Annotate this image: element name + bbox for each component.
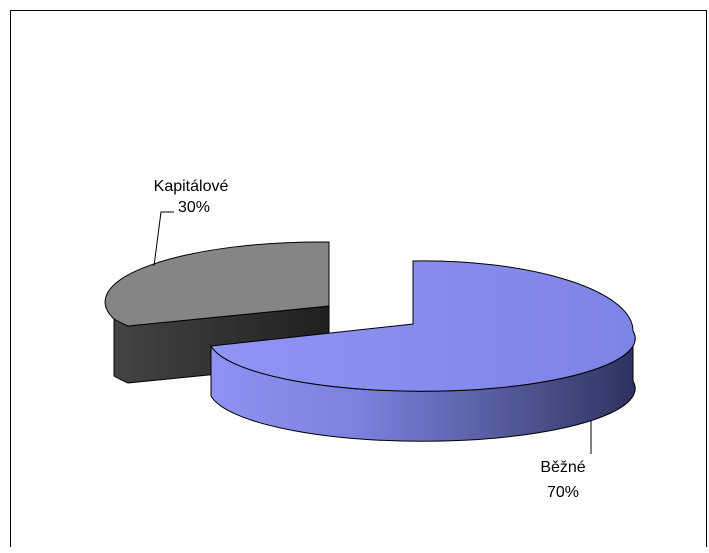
slice-kapitalove-top (104, 241, 330, 327)
label-bezne-percent: 70% (547, 484, 579, 501)
leader-line-kapitalove (153, 211, 174, 267)
label-kapitalove-percent: 30% (178, 199, 210, 216)
pie-chart: Kapitálové 30% Běžné 70% (104, 178, 636, 501)
label-bezne-name: Běžné (540, 459, 585, 476)
slice-bezne[interactable] (210, 260, 636, 442)
label-kapitalove-name: Kapitálové (154, 178, 229, 195)
slice-bezne-top (210, 260, 636, 392)
chart-area: Kapitálové 30% Běžné 70% (10, 10, 707, 547)
